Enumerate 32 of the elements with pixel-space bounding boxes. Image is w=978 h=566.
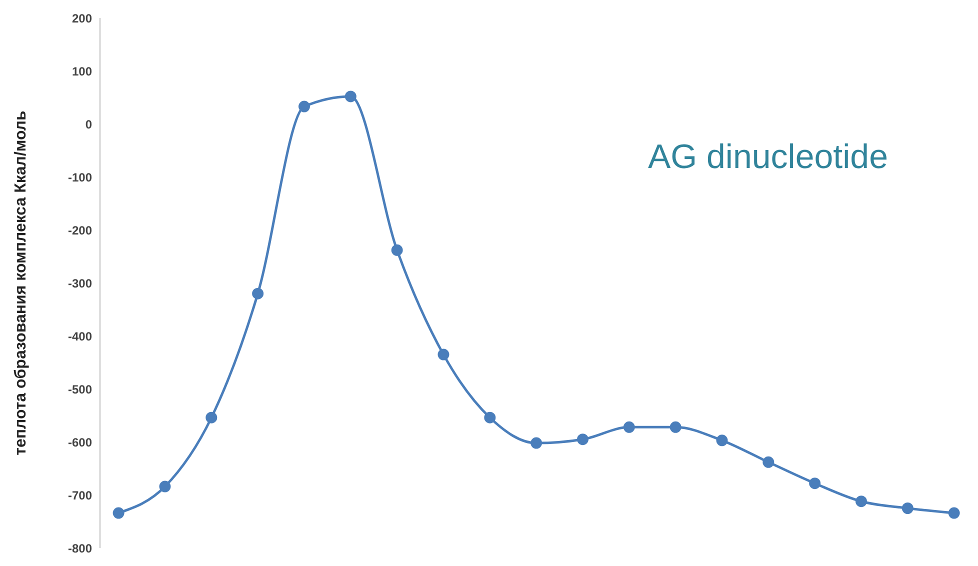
point [112,507,124,519]
point [159,480,171,492]
y-tick-label: -400 [68,329,92,344]
point [344,90,356,102]
point [948,507,960,519]
point [252,288,264,300]
point [809,478,821,490]
point [391,244,403,256]
point [530,437,542,449]
y-tick-label: 200 [72,11,92,26]
point [716,434,728,446]
y-tick-label: -800 [68,541,92,556]
point [206,412,218,424]
y-tick-label: 0 [85,117,92,132]
y-tick-label: -700 [68,488,92,502]
point [855,496,867,508]
y-tick-label: -100 [68,170,92,184]
point [484,412,496,424]
y-tick-label: -600 [68,435,92,450]
point [762,456,774,468]
y-tick-label: 100 [72,64,92,78]
point [576,434,588,446]
y-tick-label: -500 [68,382,92,396]
point [902,502,914,514]
y-tick-label: -200 [68,223,92,238]
y-axis-title: теплота образования комплекса Ккал/моль [12,110,30,456]
point [298,100,310,112]
point [670,421,682,433]
y-tick-label: -300 [68,276,92,290]
point [623,421,635,433]
point [438,348,450,360]
annotation: AG dinucleotide [648,138,888,177]
